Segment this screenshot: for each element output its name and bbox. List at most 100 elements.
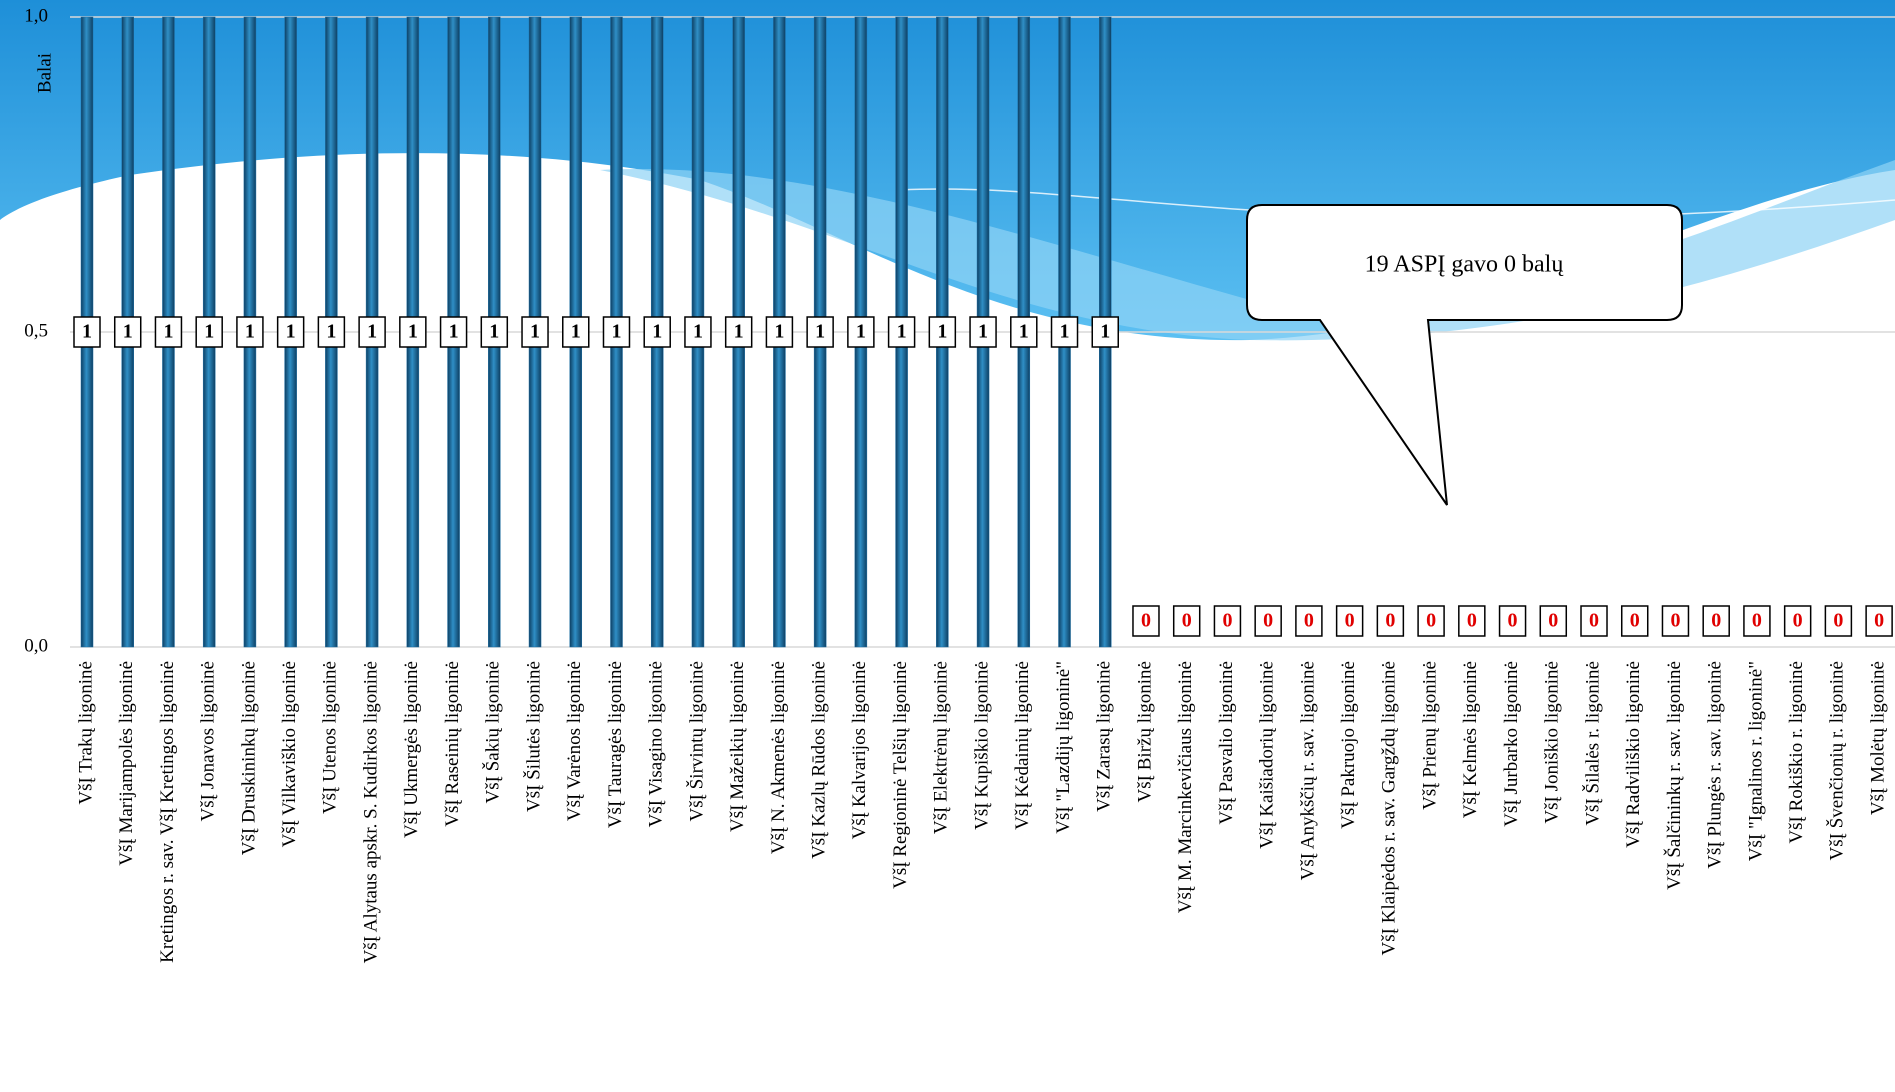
value-label-box xyxy=(1132,605,1160,637)
value-label: 1 xyxy=(245,321,255,343)
x-tick-label: VšĮ Visagino ligoninė xyxy=(646,661,667,827)
value-label: 1 xyxy=(571,321,581,343)
value-label: 0 xyxy=(1670,610,1680,632)
x-tick-label: VšĮ Marijampolės ligoninė xyxy=(116,661,137,866)
value-label-box xyxy=(1010,316,1038,348)
value-label: 0 xyxy=(1833,610,1843,632)
value-label-box xyxy=(1458,605,1486,637)
x-tick-label: VšĮ Joniškio ligoninė xyxy=(1542,661,1563,824)
value-label: 1 xyxy=(82,321,92,343)
value-label: 0 xyxy=(1426,610,1436,632)
value-label: 1 xyxy=(163,321,173,343)
x-tick-label: VšĮ Kazlų Rūdos ligoninė xyxy=(808,661,829,859)
value-label-box xyxy=(358,316,386,348)
value-label: 1 xyxy=(652,321,662,343)
x-tick-label: VšĮ Utenos ligoninė xyxy=(320,661,341,814)
x-tick-label: VšĮ Šilutės ligoninė xyxy=(522,661,544,812)
value-label-box xyxy=(1620,605,1649,637)
y-tick-label: 0,0 xyxy=(24,635,48,656)
value-label: 0 xyxy=(1222,610,1232,632)
value-label: 1 xyxy=(856,321,866,343)
value-label-box xyxy=(1172,605,1201,637)
x-tick-label: VšĮ Molėtų ligoninė xyxy=(1867,661,1888,815)
x-tick-label: Kretingos r. sav. VšĮ Kretingos ligoninė xyxy=(157,661,178,963)
value-label: 1 xyxy=(449,321,459,343)
value-label-box xyxy=(1050,316,1079,348)
x-tick-label: VšĮ Jurbarko ligoninė xyxy=(1501,661,1522,827)
value-label: 0 xyxy=(1385,610,1395,632)
value-label: 1 xyxy=(1019,321,1029,343)
value-label-box xyxy=(195,316,223,348)
x-tick-label: VšĮ Šalčininkų r. sav. ligoninė xyxy=(1663,661,1685,890)
value-label-box xyxy=(73,316,101,348)
x-tick-label: VšĮ Kupiškio ligoninė xyxy=(971,661,992,830)
x-tick-label: VšĮ Kalvarijos ligoninė xyxy=(849,661,870,839)
value-label: 1 xyxy=(326,321,336,343)
x-tick-label: VšĮ Kaišiadorių ligoninė xyxy=(1257,661,1278,849)
value-label-box xyxy=(521,316,549,348)
value-label-box xyxy=(1702,605,1730,637)
value-label: 0 xyxy=(1630,610,1640,632)
value-label-box xyxy=(317,316,346,348)
value-label: 1 xyxy=(1060,321,1070,343)
callout: 19 ASPĮ gavo 0 balų xyxy=(1246,204,1683,506)
value-label-box xyxy=(276,316,305,348)
value-label-box xyxy=(1539,605,1568,637)
x-tick-label: VšĮ Regioninė Telšių ligoninė xyxy=(890,661,911,889)
x-tick-label: VšĮ Druskininkų ligoninė xyxy=(238,661,259,855)
x-tick-label: VšĮ Vilkaviškio ligoninė xyxy=(279,661,300,847)
value-label: 0 xyxy=(1874,610,1884,632)
x-tick-label: VšĮ Elektrėnų ligoninė xyxy=(931,661,952,834)
x-tick-label: VšĮ Tauragės ligoninė xyxy=(605,661,626,828)
value-label-box xyxy=(1743,605,1771,637)
value-label: 0 xyxy=(1793,610,1803,632)
x-tick-label: VšĮ Varėnos ligoninė xyxy=(564,661,585,821)
value-label-box xyxy=(969,316,997,348)
value-label: 1 xyxy=(530,321,540,343)
value-label-box xyxy=(1295,605,1323,637)
x-tick-label: VšĮ M. Marcinkevičiaus ligoninė xyxy=(1175,661,1196,913)
x-tick-label: VšĮ Jonavos ligoninė xyxy=(198,661,219,821)
annotation: 19 ASPĮ gavo 0 balų xyxy=(1365,252,1565,278)
value-label: 1 xyxy=(1100,321,1110,343)
value-label: 0 xyxy=(1304,610,1314,632)
x-tick-label: VšĮ Rokiškio r. ligoninė xyxy=(1786,661,1807,844)
value-label: 0 xyxy=(1182,610,1192,632)
x-tick-label: VšĮ N. Akmenės ligoninė xyxy=(768,661,789,854)
x-tick-label: VšĮ Šilalės r. ligoninė xyxy=(1581,661,1603,826)
value-label-box xyxy=(724,316,753,348)
value-label: 0 xyxy=(1345,610,1355,632)
value-label-box xyxy=(684,316,712,348)
x-tick-label: VšĮ Ukmergės ligoninė xyxy=(401,661,422,838)
x-tick-label: VšĮ Pasvalio ligoninė xyxy=(1216,661,1237,825)
x-tick-label: VšĮ Zarasų ligoninė xyxy=(1094,661,1115,812)
value-label: 1 xyxy=(897,321,907,343)
value-label-box xyxy=(847,316,875,348)
value-label: 1 xyxy=(204,321,214,343)
value-label-box xyxy=(113,316,142,348)
x-tick-label: VšĮ "Lazdijų ligoninė" xyxy=(1053,661,1074,834)
x-tick-label: VšĮ Plungės r. sav. ligoninė xyxy=(1705,661,1726,869)
value-label: 0 xyxy=(1589,610,1599,632)
value-label-box xyxy=(1417,605,1445,637)
value-label-box xyxy=(154,316,183,348)
value-label-box xyxy=(643,316,671,348)
value-label-box xyxy=(439,316,468,348)
value-label-box xyxy=(236,316,264,348)
x-tick-label: VšĮ "Ignalinos r. ligoninė" xyxy=(1745,661,1766,861)
value-label-box xyxy=(765,316,794,348)
x-tick-label: VšĮ Kėdainių ligoninė xyxy=(1012,661,1033,830)
value-label-box xyxy=(1376,605,1405,637)
x-tick-label: VšĮ Pakruojo ligoninė xyxy=(1338,661,1359,829)
value-label: 1 xyxy=(489,321,499,343)
value-label: 1 xyxy=(815,321,825,343)
x-tick-label: VšĮ Kelmės ligoninė xyxy=(1460,661,1481,818)
x-tick-label: VšĮ Šakių ligoninė xyxy=(482,661,504,804)
value-label-box xyxy=(1824,605,1853,637)
x-tick-label: VšĮ Mažeikių ligoninė xyxy=(727,661,748,832)
value-label-box xyxy=(1783,605,1812,637)
value-label: 0 xyxy=(1467,610,1477,632)
value-label-box xyxy=(562,316,590,348)
value-label: 1 xyxy=(937,321,947,343)
